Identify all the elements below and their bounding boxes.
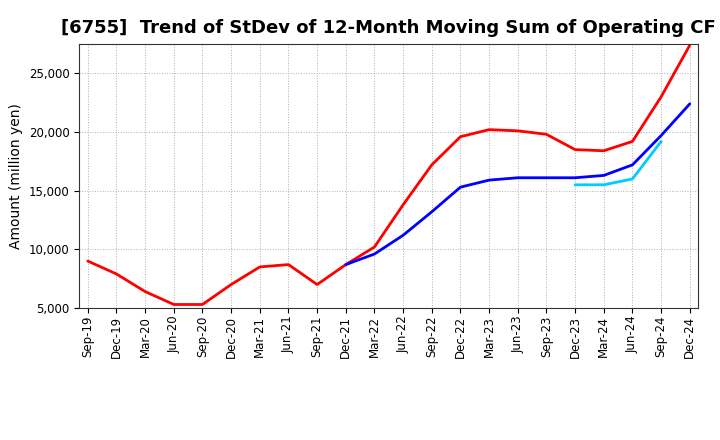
3 Years (227, 282, 235, 287)
3 Years (571, 147, 580, 152)
3 Years (141, 289, 150, 294)
3 Years (628, 139, 636, 144)
3 Years (198, 302, 207, 307)
5 Years (456, 184, 465, 190)
5 Years (485, 177, 493, 183)
5 Years (542, 175, 551, 180)
5 Years (685, 101, 694, 106)
3 Years (657, 94, 665, 99)
5 Years (399, 233, 408, 238)
3 Years (312, 282, 321, 287)
3 Years (84, 258, 92, 264)
Line: 5 Years: 5 Years (346, 104, 690, 264)
3 Years (256, 264, 264, 270)
Line: 7 Years: 7 Years (575, 141, 661, 185)
3 Years (169, 302, 178, 307)
3 Years (485, 127, 493, 132)
Line: 3 Years: 3 Years (88, 45, 690, 304)
5 Years (513, 175, 522, 180)
3 Years (513, 128, 522, 133)
5 Years (628, 162, 636, 168)
3 Years (370, 244, 379, 249)
5 Years (657, 133, 665, 138)
3 Years (428, 162, 436, 168)
3 Years (600, 148, 608, 154)
5 Years (370, 251, 379, 257)
5 Years (571, 175, 580, 180)
3 Years (112, 271, 121, 277)
3 Years (685, 43, 694, 48)
3 Years (542, 132, 551, 137)
7 Years (628, 176, 636, 182)
5 Years (428, 209, 436, 214)
3 Years (456, 134, 465, 139)
7 Years (600, 182, 608, 187)
3 Years (399, 202, 408, 207)
3 Years (341, 262, 350, 267)
5 Years (341, 262, 350, 267)
Title: [6755]  Trend of StDev of 12-Month Moving Sum of Operating CF: [6755] Trend of StDev of 12-Month Moving… (61, 19, 716, 37)
Y-axis label: Amount (million yen): Amount (million yen) (9, 103, 23, 249)
5 Years (600, 173, 608, 178)
7 Years (657, 139, 665, 144)
3 Years (284, 262, 293, 267)
7 Years (571, 182, 580, 187)
